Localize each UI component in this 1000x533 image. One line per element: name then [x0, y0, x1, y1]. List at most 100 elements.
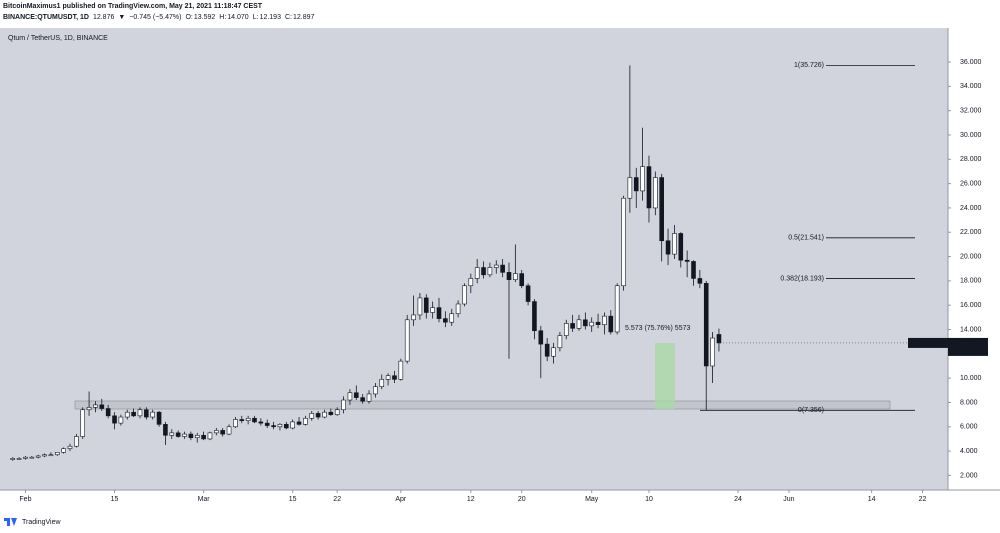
- candle-body: [468, 278, 474, 287]
- candle-body: [29, 456, 35, 459]
- header-text: O:: [185, 14, 192, 21]
- support-zone: [74, 400, 891, 410]
- measure-box: [655, 343, 675, 409]
- candle-body: [188, 433, 194, 439]
- chart-title: Qtum / TetherUS, 1D, BINANCE: [8, 35, 108, 42]
- y-tick-label: 6.000: [960, 424, 978, 431]
- candle-body: [544, 343, 550, 357]
- header-text: −0.745 (−5.47%): [129, 14, 181, 21]
- candle-body: [595, 321, 601, 325]
- candle-body: [182, 433, 187, 437]
- candle-body: [449, 313, 455, 323]
- candle-body: [207, 432, 213, 440]
- candle-body: [665, 240, 671, 255]
- y-tick-label: 18.000: [960, 278, 982, 285]
- candle-body: [633, 177, 639, 192]
- candle-body: [373, 386, 378, 395]
- candle-body: [366, 393, 372, 402]
- candle-body: [347, 392, 353, 401]
- y-tick-label: 34.000: [960, 83, 982, 90]
- candle-body: [576, 319, 582, 329]
- fib-label: 0.5(21.541): [788, 235, 824, 242]
- candle-body: [10, 458, 16, 460]
- candle-body: [156, 411, 162, 425]
- symbol-tag-bg: [908, 337, 948, 348]
- candle-body: [226, 426, 232, 435]
- candle-body: [640, 166, 645, 192]
- header-text: 13.592: [194, 14, 216, 21]
- candle-body: [61, 448, 66, 453]
- candle-body: [252, 417, 257, 423]
- candle-body: [417, 297, 423, 316]
- candle-body: [684, 259, 690, 262]
- candle-body: [716, 334, 722, 344]
- candle-body: [506, 272, 512, 280]
- candle-body: [627, 177, 633, 199]
- candle-body: [614, 285, 620, 333]
- x-tick-label: 12: [467, 496, 475, 503]
- candle-body: [353, 392, 359, 398]
- candle-body: [678, 233, 684, 261]
- x-tick-label: 22: [919, 496, 927, 503]
- candle-body: [398, 360, 404, 380]
- candle-body: [481, 267, 486, 276]
- y-tick-label: 26.000: [960, 180, 982, 187]
- x-tick-label: 14: [868, 496, 876, 503]
- x-tick-label: Jun: [783, 496, 794, 503]
- candle-body: [35, 455, 41, 458]
- y-tick-label: 20.000: [960, 253, 982, 260]
- header-text: 12.876: [93, 14, 115, 21]
- candle-body: [379, 379, 385, 387]
- candle-body: [341, 399, 346, 411]
- x-tick-label: 10: [645, 496, 653, 503]
- author-line: BitcoinMaximus1 published on TradingView…: [3, 3, 263, 10]
- header-text: C:: [285, 14, 292, 21]
- candle-body: [194, 434, 200, 439]
- price-tag-bg: [948, 337, 988, 356]
- candle-body: [443, 318, 448, 323]
- candle-body: [201, 434, 206, 440]
- candle-body: [105, 408, 111, 417]
- candle-body: [137, 409, 143, 417]
- candle-body: [328, 411, 334, 415]
- candle-body: [493, 264, 499, 268]
- y-tick-label: 4.000: [960, 448, 978, 455]
- candle-body: [710, 337, 715, 367]
- header-text: 12.193: [260, 14, 282, 21]
- candle-body: [653, 177, 658, 209]
- candle-body: [602, 315, 607, 325]
- y-tick-label: 30.000: [960, 132, 982, 139]
- fib-label: 1(35.726): [794, 62, 824, 69]
- header-text: 12.897: [293, 14, 315, 21]
- candle-body: [659, 177, 664, 242]
- candle-body: [245, 417, 251, 422]
- candle-body: [303, 417, 308, 425]
- candle-body: [532, 301, 537, 332]
- header-text: H:: [219, 14, 226, 21]
- candle-body: [16, 458, 22, 460]
- candle-body: [583, 319, 588, 327]
- candle-body: [214, 430, 219, 434]
- x-tick-label: 15: [111, 496, 119, 503]
- y-tick-label: 8.000: [960, 399, 978, 406]
- candle-body: [67, 445, 73, 449]
- y-tick-label: 2.000: [960, 472, 978, 479]
- candle-body: [169, 432, 175, 436]
- candle-body: [589, 321, 595, 327]
- candle-body: [411, 314, 416, 321]
- footer-brand: TradingView: [22, 519, 61, 526]
- candle-body: [150, 411, 155, 418]
- candle-body: [423, 297, 429, 313]
- y-tick-label: 14.000: [960, 326, 982, 333]
- y-tick-label: 16.000: [960, 302, 982, 309]
- price-tag: 12.897: [957, 340, 979, 347]
- candle-body: [93, 404, 98, 408]
- candle-body: [455, 303, 461, 315]
- y-tick-label: 24.000: [960, 205, 982, 212]
- y-tick-label: 22.000: [960, 229, 982, 236]
- candle-body: [608, 315, 614, 333]
- candle-body: [99, 404, 105, 409]
- candle-body: [436, 307, 442, 319]
- candle-body: [430, 307, 435, 313]
- candle-body: [570, 323, 575, 329]
